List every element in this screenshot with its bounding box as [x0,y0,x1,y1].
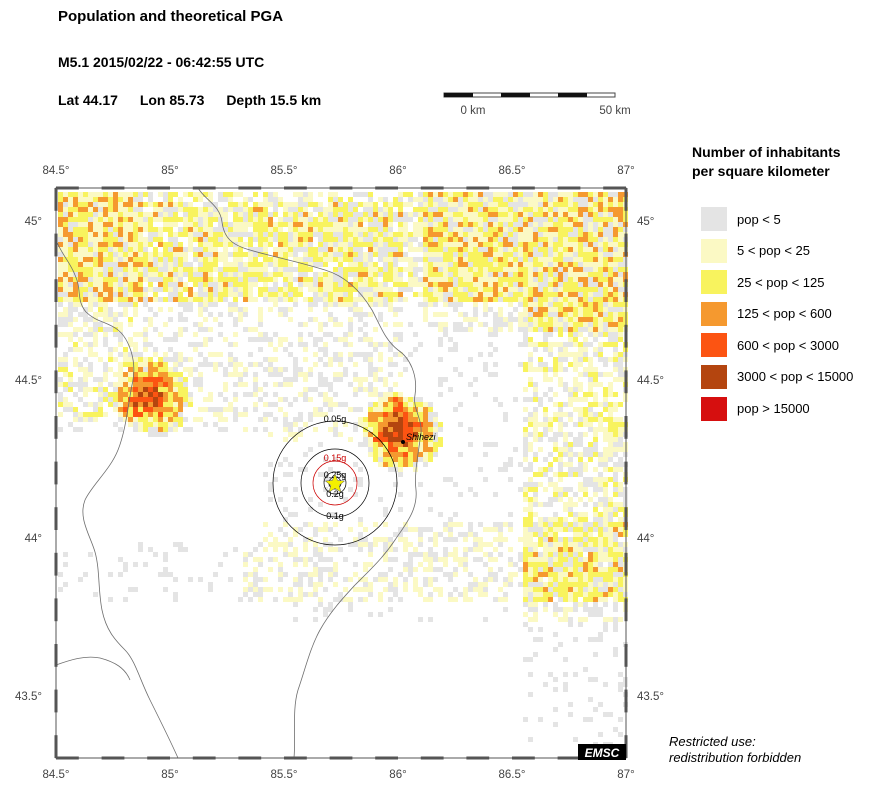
map-title: Population and theoretical PGA [58,8,284,25]
depth-text: Depth 15.5 km [226,92,322,108]
pga-label-0.1g: 0.1g [326,511,344,521]
legend-item: 3000 < pop < 15000 [701,364,854,389]
restricted-line-2: redistribution forbidden [669,750,802,765]
legend-swatch [701,270,727,295]
lon-tick-bottom: 84.5° [43,769,70,781]
lat-tick-left: 44.5° [15,375,42,387]
pga-label-0.2g: 0.2g [326,489,344,499]
lat-tick-right: 43.5° [637,691,664,703]
legend-item: 125 < pop < 600 [701,301,853,326]
pga-contours: 0.05g 0.1g 0.15g 0.2g 0.25g [272,414,398,546]
population-layer [58,192,628,757]
legend-item: pop < 5 [701,207,853,231]
lat-tick-right: 44° [637,533,654,545]
legend-swatch [701,333,727,358]
scale-start-label: 0 km [461,105,486,117]
legend-label: 600 < pop < 3000 [737,337,839,353]
logo-text: EMSC [585,746,620,760]
pga-label-0.05g: 0.05g [324,414,347,424]
lon-tick-top: 85.5° [271,165,298,177]
scale-bar: 0 km 50 km [443,92,631,117]
lon-tick-bottom: 85° [161,769,178,781]
restricted-use-note: Restricted use: redistribution forbidden [669,734,801,766]
lon-tick-top: 84.5° [43,165,70,177]
population-legend: pop < 5 5 < pop < 25 25 < pop < 125 125 … [701,207,853,428]
legend-swatch [701,301,727,326]
legend-title: Number of inhabitants per square kilomet… [692,143,862,181]
lat-tick-right: 44.5° [637,375,664,387]
legend-label: 3000 < pop < 15000 [737,369,854,385]
legend-title-line1: Number of inhabitants [692,144,841,160]
lon-tick-top: 86.5° [499,165,526,177]
emsc-logo: EMSC [578,744,626,760]
lat-ticks-left: 45° 44.5° 44° 43.5° [15,216,42,703]
legend-label: pop < 5 [737,211,781,227]
legend-item: 25 < pop < 125 [701,270,853,295]
city-label: Shihezi [406,432,437,442]
legend-item: 600 < pop < 3000 [701,333,853,358]
pga-contour-0.05g [272,420,398,546]
legend-label: 5 < pop < 25 [737,243,811,259]
epicenter-star-icon [324,473,346,493]
boundary-lines [55,187,422,759]
legend-item: 5 < pop < 25 [701,238,853,263]
map-frame [54,186,628,760]
lon-ticks-bottom: 84.5° 85° 85.5° 86° 86.5° 87° [43,769,635,781]
legend-item: pop > 15000 [701,396,853,421]
legend-title-line2: per square kilometer [692,163,830,179]
legend-swatch [701,396,727,421]
legend-swatch [701,364,727,389]
pga-contour-0.1g [300,448,370,518]
pga-contour-0.2g [323,471,347,495]
legend-swatch [701,207,727,231]
lon-tick-top: 87° [617,165,634,177]
lat-tick-left: 43.5° [15,691,42,703]
latitude-text: Lat 44.17 [58,92,118,108]
scale-end-label: 50 km [599,105,630,117]
legend-swatch [701,238,727,263]
event-info: M5.1 2015/02/22 - 06:42:55 UTC [58,54,265,70]
legend-label: 25 < pop < 125 [737,274,825,290]
pga-label-0.15g: 0.15g [324,453,347,463]
lon-tick-top: 85° [161,165,178,177]
lat-tick-left: 45° [25,216,42,228]
legend-label: 125 < pop < 600 [737,306,832,322]
lat-ticks-right: 45° 44.5° 44° 43.5° [637,216,664,703]
city-dot-icon [401,440,405,444]
lon-ticks-top: 84.5° 85° 85.5° 86° 86.5° 87° [43,165,635,177]
lon-tick-bottom: 86.5° [499,769,526,781]
lon-tick-bottom: 86° [389,769,406,781]
city-marker: Shihezi [401,432,437,444]
restricted-line-1: Restricted use: [669,734,756,749]
lat-tick-left: 44° [25,533,42,545]
lon-tick-bottom: 87° [617,769,634,781]
legend-label: pop > 15000 [737,401,810,417]
lat-tick-right: 45° [637,216,654,228]
longitude-text: Lon 85.73 [139,92,205,108]
lon-tick-bottom: 85.5° [271,769,298,781]
pga-contour-0.15g [312,460,358,506]
lon-tick-top: 86° [389,165,406,177]
location-info: Lat 44.17 Lon 85.73 Depth 15.5 km [58,92,339,108]
